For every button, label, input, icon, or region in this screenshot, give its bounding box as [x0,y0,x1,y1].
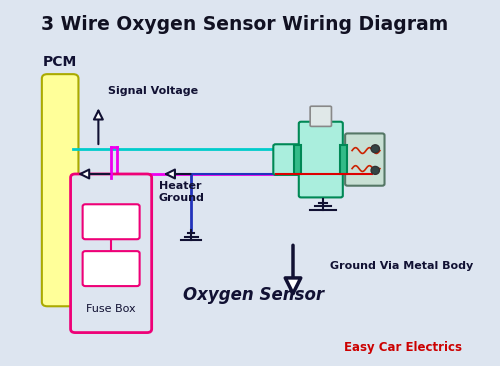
Bar [340,145,347,174]
Text: 3 Wire Oxygen Sensor Wiring Diagram: 3 Wire Oxygen Sensor Wiring Diagram [40,15,448,34]
FancyBboxPatch shape [345,134,385,186]
Text: Heater
Hot: Heater Hot [75,181,118,203]
FancyBboxPatch shape [42,74,78,306]
Text: Heater
Ground: Heater Ground [158,181,204,203]
FancyBboxPatch shape [82,251,140,286]
Bar [294,145,301,174]
Text: Fuse Box: Fuse Box [86,304,136,314]
Text: Signal Voltage: Signal Voltage [108,86,198,97]
Ellipse shape [371,145,380,153]
Text: PCM: PCM [43,56,77,70]
FancyBboxPatch shape [82,204,140,239]
FancyBboxPatch shape [299,122,343,197]
FancyBboxPatch shape [310,106,332,126]
Text: Easy Car Electrics: Easy Car Electrics [344,341,462,354]
Text: Fuse: Fuse [98,217,124,227]
FancyBboxPatch shape [274,144,304,175]
Text: Relay: Relay [96,264,126,274]
Ellipse shape [371,167,380,174]
FancyBboxPatch shape [70,174,152,333]
Text: Oxygen Sensor: Oxygen Sensor [183,286,324,304]
Text: Ground Via Metal Body: Ground Via Metal Body [330,261,474,271]
